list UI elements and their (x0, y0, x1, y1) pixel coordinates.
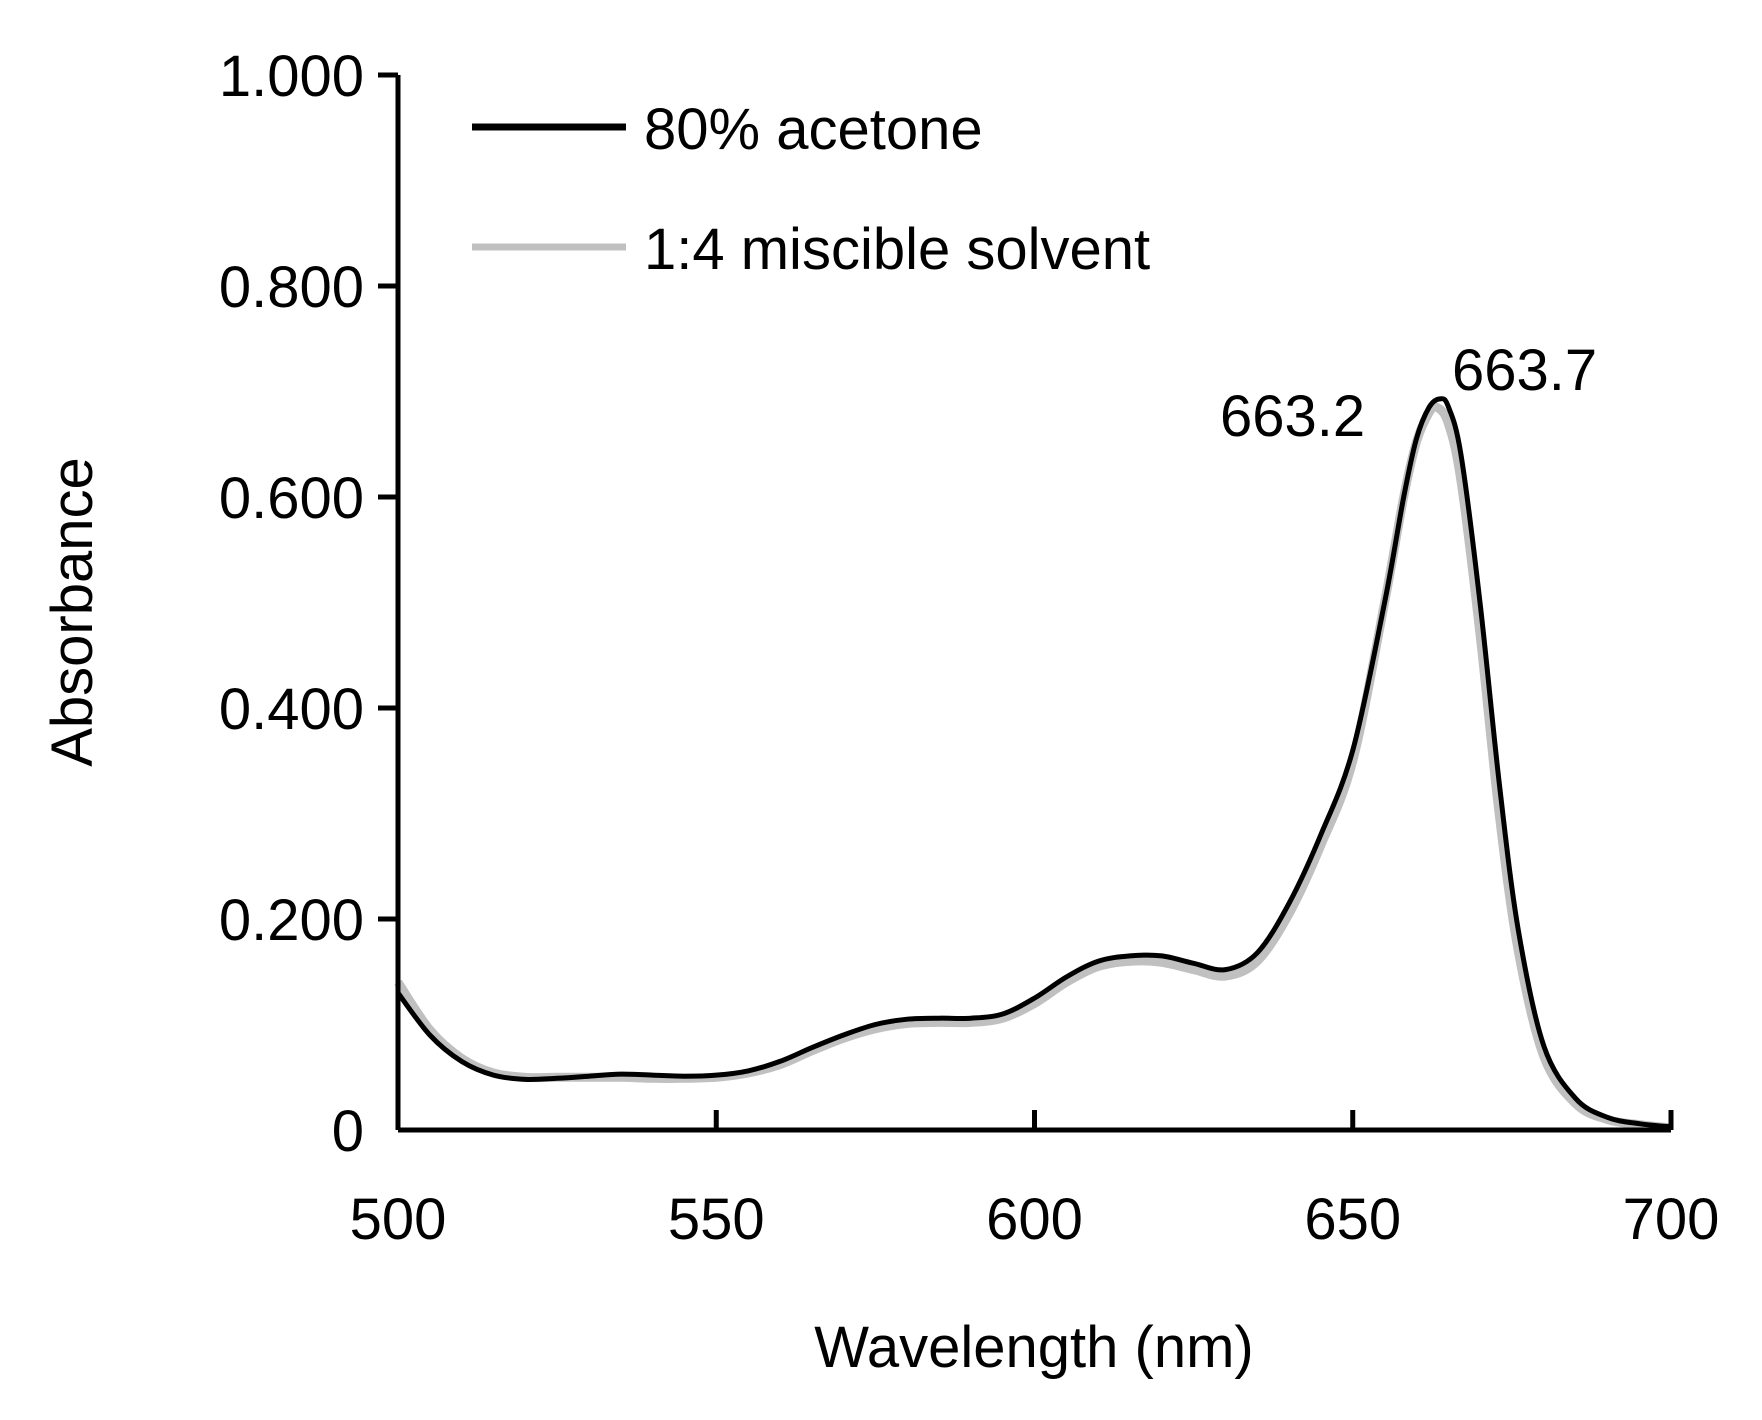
y-tick-label: 0 (332, 1099, 364, 1164)
series-line-miscible-solvent (394, 402, 1672, 1133)
legend-label-miscible-solvent: 1:4 miscible solvent (644, 217, 1150, 282)
y-axis-title: Absorbance (40, 457, 105, 767)
y-tick-label: 1.000 (219, 44, 364, 109)
ticks-layer: 0 0.200 0.400 0.600 0.800 1.000 500 550 600 650 70… (219, 44, 1720, 1252)
x-tick-label: 500 (350, 1187, 447, 1252)
y-tick-label: 0.400 (219, 677, 364, 742)
y-tick-label: 0.800 (219, 255, 364, 320)
series-layer (394, 396, 1672, 1133)
y-tick-label: 0.600 (219, 466, 364, 531)
x-axis-title: Wavelength (nm) (814, 1315, 1253, 1380)
peak-label-663-7: 663.7 (1452, 338, 1597, 403)
legend-label-80-acetone: 80% acetone (644, 97, 983, 162)
legend: 80% acetone 1:4 miscible solvent (472, 97, 1150, 282)
x-tick-label: 550 (668, 1187, 765, 1252)
y-tick-label: 0.200 (219, 888, 364, 953)
x-tick-label: 600 (986, 1187, 1083, 1252)
series-line-80-acetone (395, 396, 1672, 1130)
x-tick-label: 700 (1623, 1187, 1720, 1252)
x-tick-label: 650 (1304, 1187, 1401, 1252)
peak-label-663-2: 663.2 (1220, 384, 1365, 449)
